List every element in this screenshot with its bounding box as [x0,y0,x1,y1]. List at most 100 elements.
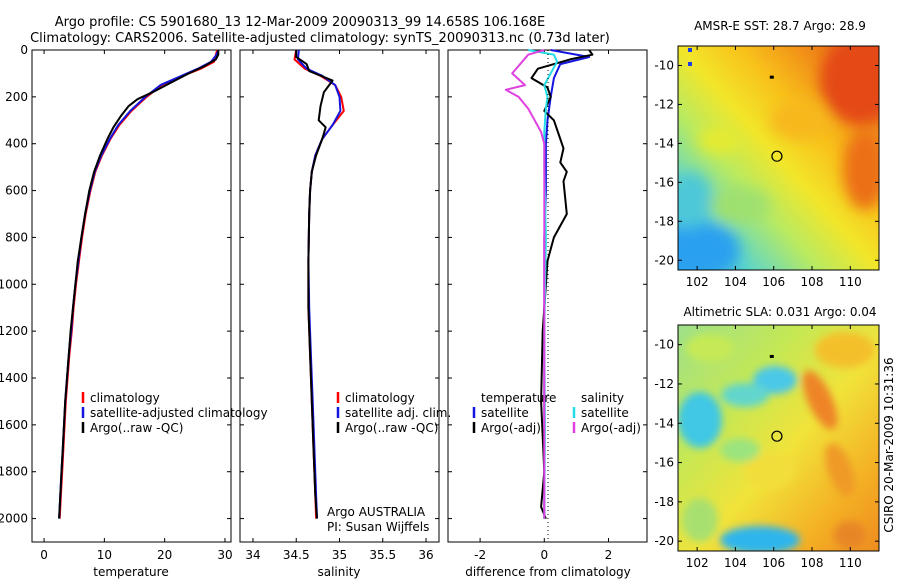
y-tick-label: 800 [5,230,28,244]
y-tick-label: -14 [654,416,674,430]
x-tick-label: 104 [724,556,747,570]
sst-heatmap [678,46,879,270]
sla-high-patch [815,332,875,368]
y-tick-label: 400 [5,137,28,151]
sla-mid-patch [720,438,760,462]
temperature-legend: climatology satellite-adjusted climatolo… [81,391,268,435]
x-tick-label: 34.5 [283,548,310,562]
island-mark [769,75,774,79]
sst-data-pixel [688,62,692,66]
float-annotation-line1: Argo AUSTRALIA [327,505,426,519]
y-tick-label: -12 [654,377,674,391]
y-tick-label: -12 [654,97,674,111]
salinity-panel-frame [239,49,440,543]
legend-label: Argo(..raw -QC) [345,421,438,435]
island-mark [769,354,774,358]
series-line-argo-raw-qc [295,50,334,519]
x-tick-label: 35.5 [369,548,396,562]
series-line-satellite-adjusted-climatology [58,49,220,519]
argo-position-marker [771,430,783,442]
sla-mid-patch [686,334,734,362]
series-line-temperature-satellite [543,49,591,519]
salinity-legend: climatology satellite adj. clim. Argo(..… [327,391,451,534]
y-tick-label: 1800 [0,465,28,479]
legend-header-temperature: temperature [481,391,556,405]
sst-cool-patch [678,172,712,228]
temperature-panel: 0 10 20 30 0 200 400 600 800 1000 1200 1400 1600 1800… [0,43,233,562]
sla-low-patch [753,366,797,394]
sla-high-patch [834,521,866,549]
x-tick-label: 108 [801,556,824,570]
x-tick-label: 35 [332,548,347,562]
x-tick-label: 102 [686,275,709,289]
temperature-xlabel: temperature [93,565,168,579]
salinity-panel: 34 34.5 35 35.5 36 [240,49,439,562]
difference-xlabel: difference from climatology [465,565,631,579]
sst-mild-patch [710,187,770,223]
difference-legend: temperature satellite Argo(-adj) salinit… [472,391,641,435]
y-tick-label: 600 [5,184,28,198]
sst-warm-patch [843,130,879,210]
x-tick-label: 0 [540,548,548,562]
argo-position-marker [771,150,783,162]
legend-label: Argo(-adj) [581,421,641,435]
y-tick-label: 1000 [0,277,28,291]
sla-axes: 102 104 106 108 110 -10 -12 -14 -16 -18 -20 [654,325,879,570]
series-line-temperature-argo-adj [530,49,594,519]
sst-map-frame [677,45,880,271]
y-tick-label: -14 [654,136,674,150]
x-tick-label: 102 [686,556,709,570]
x-tick-label: 106 [762,556,785,570]
sla-map-title: Altimetric SLA: 0.031 Argo: 0.04 [683,305,876,319]
series-line-climatology [58,49,219,519]
salinity-xlabel: salinity [317,565,360,579]
sst-mild-patch [698,126,742,154]
x-tick-label: 110 [839,556,862,570]
x-tick-label: -2 [474,548,486,562]
y-tick-label: 1400 [0,371,28,385]
y-tick-label: -16 [654,456,674,470]
y-tick-label: 200 [5,90,28,104]
y-tick-label: -20 [654,534,674,548]
x-tick-label: 30 [217,548,232,562]
sst-map-title: AMSR-E SST: 28.7 Argo: 28.9 [694,19,866,33]
x-tick-label: 108 [801,275,824,289]
sla-high-patch [825,443,855,497]
y-tick-label: 1200 [0,324,28,338]
legend-header-salinity: salinity [581,391,624,405]
timestamp-side-label: CSIRO 20-Mar-2009 10:31:36 [882,357,896,532]
legend-label: climatology [90,391,160,405]
x-tick-label: 10 [97,548,112,562]
y-tick-label: -10 [654,58,674,72]
sst-axes: 102 104 106 108 110 -10 -12 -14 -16 -18 -20 [654,46,879,289]
sla-low-patch [720,526,800,551]
y-tick-label: 2000 [0,512,28,526]
sla-low-patch [678,392,722,448]
sla-mid-patch [682,498,718,542]
x-tick-label: 110 [839,275,862,289]
y-tick-label: 1600 [0,418,28,432]
x-tick-label: 34 [245,548,260,562]
sst-warm-patch [770,100,830,140]
y-tick-label: -18 [654,214,674,228]
x-tick-label: 20 [157,548,172,562]
legend-label: satellite [581,406,629,420]
legend-label: climatology [345,391,415,405]
sla-map-frame [677,324,880,552]
y-tick-label: 0 [20,43,28,57]
y-tick-label: -20 [654,253,674,267]
series-line-salinity-argo-adj [504,49,546,519]
x-tick-label: 0 [40,548,48,562]
sst-warm-patch [820,46,879,125]
y-tick-label: -16 [654,175,674,189]
legend-label: satellite [481,406,529,420]
difference-panel: -2 0 2 [448,49,647,562]
y-tick-label: -18 [654,495,674,509]
x-tick-label: 104 [724,275,747,289]
figure-title-line1: Argo profile: CS 5901680_13 12-Mar-2009 … [55,15,545,30]
x-tick-label: 106 [762,275,785,289]
legend-label: Argo(-adj) [481,421,541,435]
series-line-argo-raw-qc [58,50,220,519]
